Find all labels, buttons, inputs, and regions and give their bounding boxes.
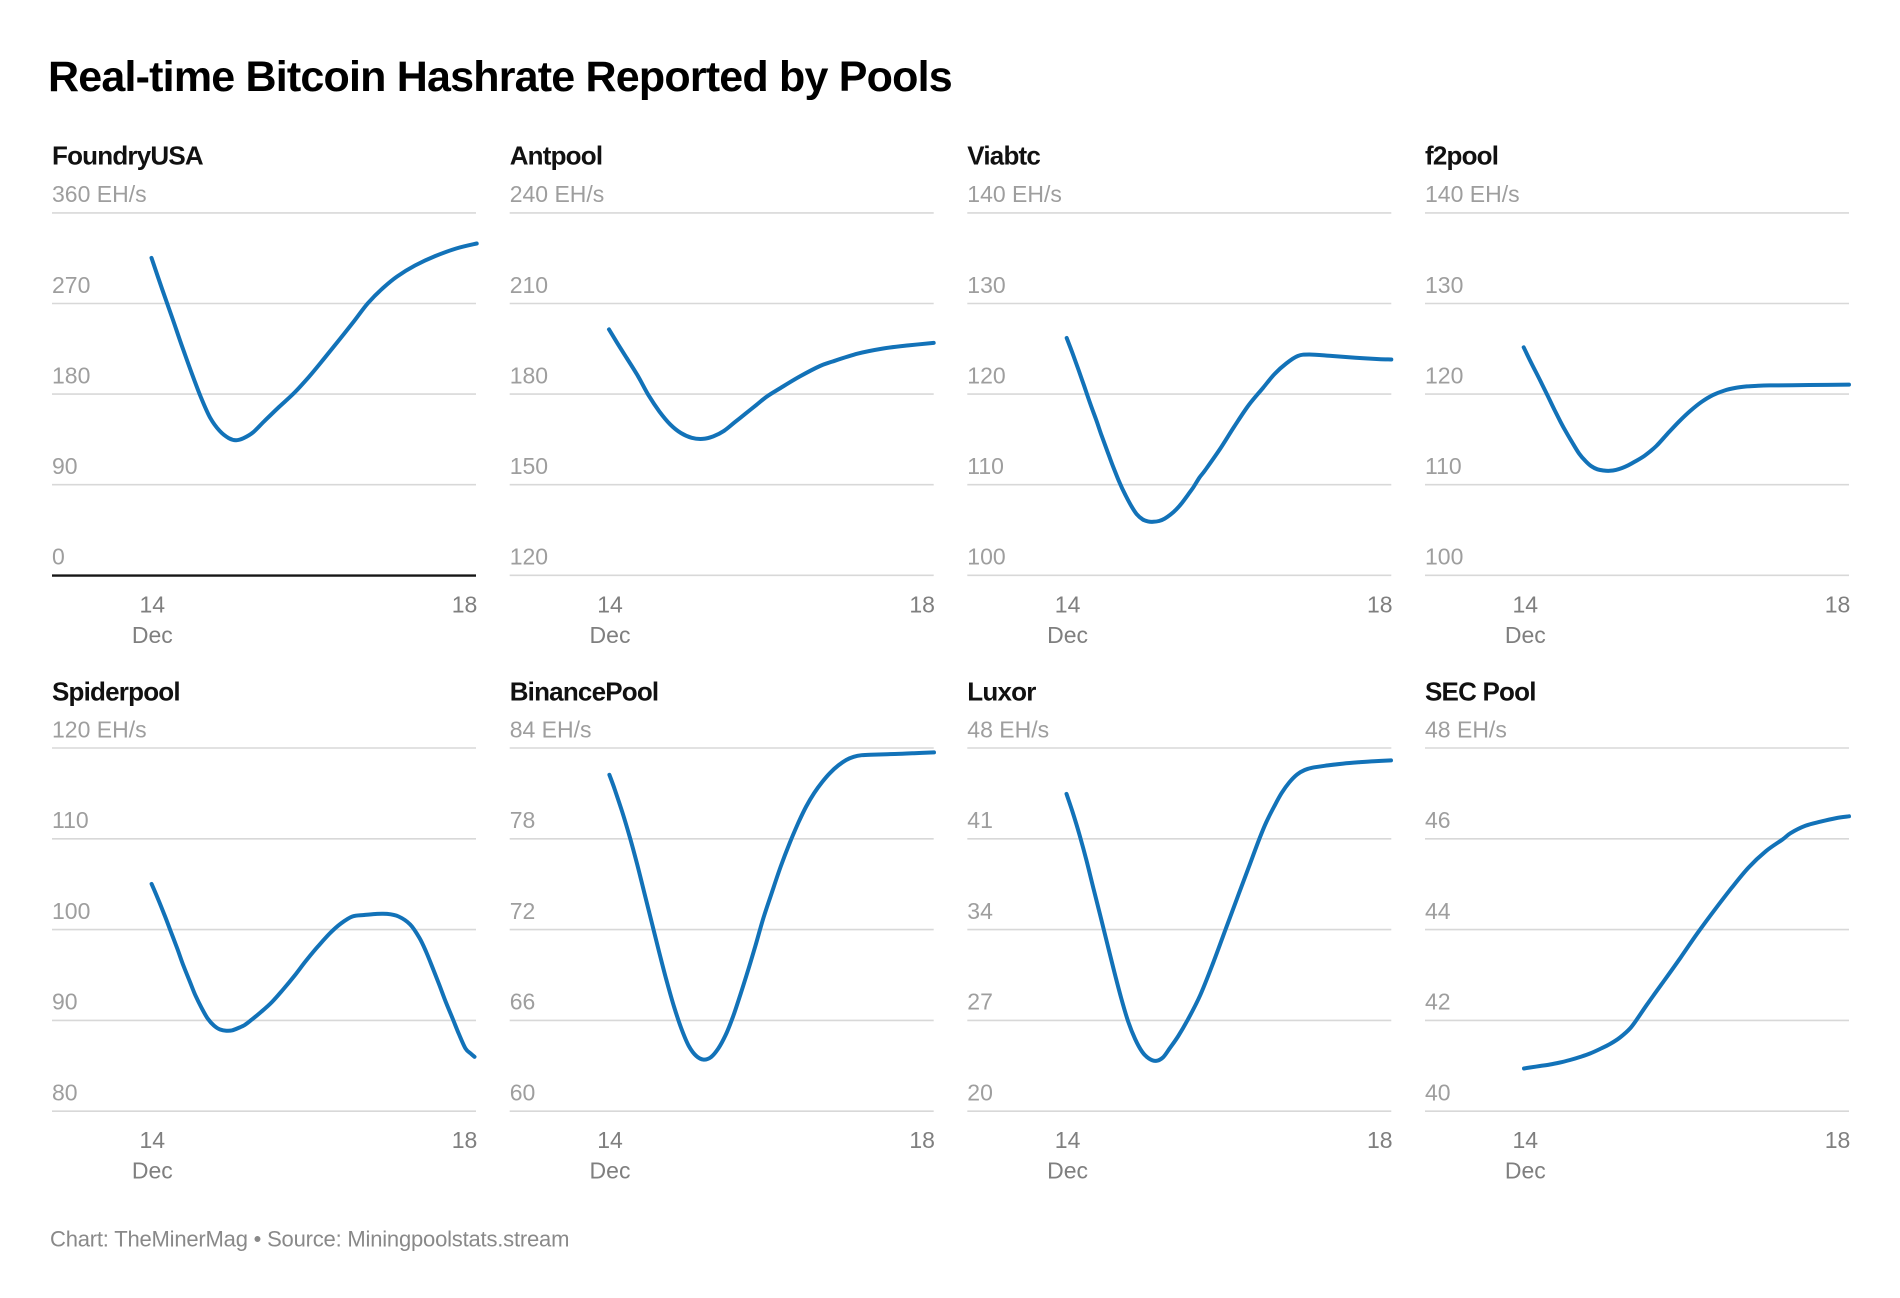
svg-text:72: 72	[510, 898, 536, 924]
svg-text:18: 18	[1825, 1127, 1851, 1153]
svg-text:Antpool: Antpool	[510, 140, 603, 170]
svg-text:14: 14	[597, 591, 623, 617]
svg-text:90: 90	[52, 453, 78, 479]
svg-text:BinancePool: BinancePool	[510, 677, 659, 707]
svg-text:120 EH/s: 120 EH/s	[52, 716, 147, 742]
svg-text:84 EH/s: 84 EH/s	[510, 716, 592, 742]
svg-text:150: 150	[510, 453, 548, 479]
svg-text:14: 14	[597, 1127, 623, 1153]
svg-text:14: 14	[1055, 591, 1081, 617]
svg-text:140 EH/s: 140 EH/s	[1425, 181, 1520, 207]
svg-text:18: 18	[452, 591, 478, 617]
svg-text:18: 18	[452, 1127, 478, 1153]
svg-text:Dec: Dec	[1047, 1157, 1088, 1183]
svg-text:27: 27	[967, 989, 993, 1015]
svg-text:Viabtc: Viabtc	[967, 140, 1040, 170]
svg-text:46: 46	[1425, 807, 1451, 833]
svg-text:Dec: Dec	[1505, 1157, 1546, 1183]
svg-text:100: 100	[967, 544, 1005, 570]
svg-text:Luxor: Luxor	[967, 677, 1036, 707]
svg-text:270: 270	[52, 272, 90, 298]
svg-text:90: 90	[52, 989, 78, 1015]
svg-text:42: 42	[1425, 989, 1451, 1015]
svg-text:Dec: Dec	[590, 622, 631, 648]
svg-text:130: 130	[967, 272, 1005, 298]
svg-text:SEC Pool: SEC Pool	[1425, 677, 1536, 707]
svg-text:FoundryUSA: FoundryUSA	[52, 140, 204, 170]
svg-text:Dec: Dec	[1505, 622, 1546, 648]
svg-text:180: 180	[52, 362, 90, 388]
svg-text:Real-time Bitcoin Hashrate Rep: Real-time Bitcoin Hashrate Reported by P…	[48, 53, 952, 101]
svg-text:240 EH/s: 240 EH/s	[510, 181, 605, 207]
svg-text:360 EH/s: 360 EH/s	[52, 181, 147, 207]
svg-text:210: 210	[510, 272, 548, 298]
svg-text:18: 18	[909, 591, 935, 617]
svg-text:78: 78	[510, 807, 536, 833]
svg-text:Dec: Dec	[1047, 622, 1088, 648]
svg-text:120: 120	[1425, 362, 1463, 388]
svg-text:100: 100	[52, 898, 90, 924]
svg-text:130: 130	[1425, 272, 1463, 298]
svg-text:0: 0	[52, 544, 65, 570]
svg-text:Chart: TheMinerMag • Source: M: Chart: TheMinerMag • Source: Miningpools…	[50, 1226, 569, 1251]
svg-text:180: 180	[510, 362, 548, 388]
svg-text:14: 14	[140, 591, 166, 617]
svg-text:110: 110	[967, 453, 1004, 479]
svg-text:14: 14	[140, 1127, 166, 1153]
svg-text:100: 100	[1425, 544, 1463, 570]
svg-text:60: 60	[510, 1080, 536, 1106]
svg-text:48 EH/s: 48 EH/s	[1425, 716, 1507, 742]
svg-text:41: 41	[967, 807, 993, 833]
svg-text:Dec: Dec	[132, 622, 173, 648]
svg-text:f2pool: f2pool	[1425, 140, 1498, 170]
svg-text:48 EH/s: 48 EH/s	[967, 716, 1049, 742]
svg-text:80: 80	[52, 1080, 78, 1106]
svg-text:14: 14	[1055, 1127, 1081, 1153]
svg-text:66: 66	[510, 989, 536, 1015]
svg-text:20: 20	[967, 1080, 993, 1106]
svg-text:18: 18	[1367, 591, 1393, 617]
svg-text:Dec: Dec	[590, 1157, 631, 1183]
svg-text:110: 110	[52, 807, 89, 833]
svg-text:18: 18	[1825, 591, 1851, 617]
svg-text:14: 14	[1513, 1127, 1539, 1153]
svg-text:110: 110	[1425, 453, 1462, 479]
svg-text:140 EH/s: 140 EH/s	[967, 181, 1062, 207]
svg-text:44: 44	[1425, 898, 1451, 924]
svg-text:120: 120	[967, 362, 1005, 388]
svg-text:Spiderpool: Spiderpool	[52, 677, 180, 707]
svg-text:Dec: Dec	[132, 1157, 173, 1183]
svg-text:14: 14	[1513, 591, 1539, 617]
svg-text:18: 18	[1367, 1127, 1393, 1153]
svg-text:120: 120	[510, 544, 548, 570]
svg-text:18: 18	[909, 1127, 935, 1153]
svg-text:40: 40	[1425, 1080, 1451, 1106]
svg-text:34: 34	[967, 898, 993, 924]
